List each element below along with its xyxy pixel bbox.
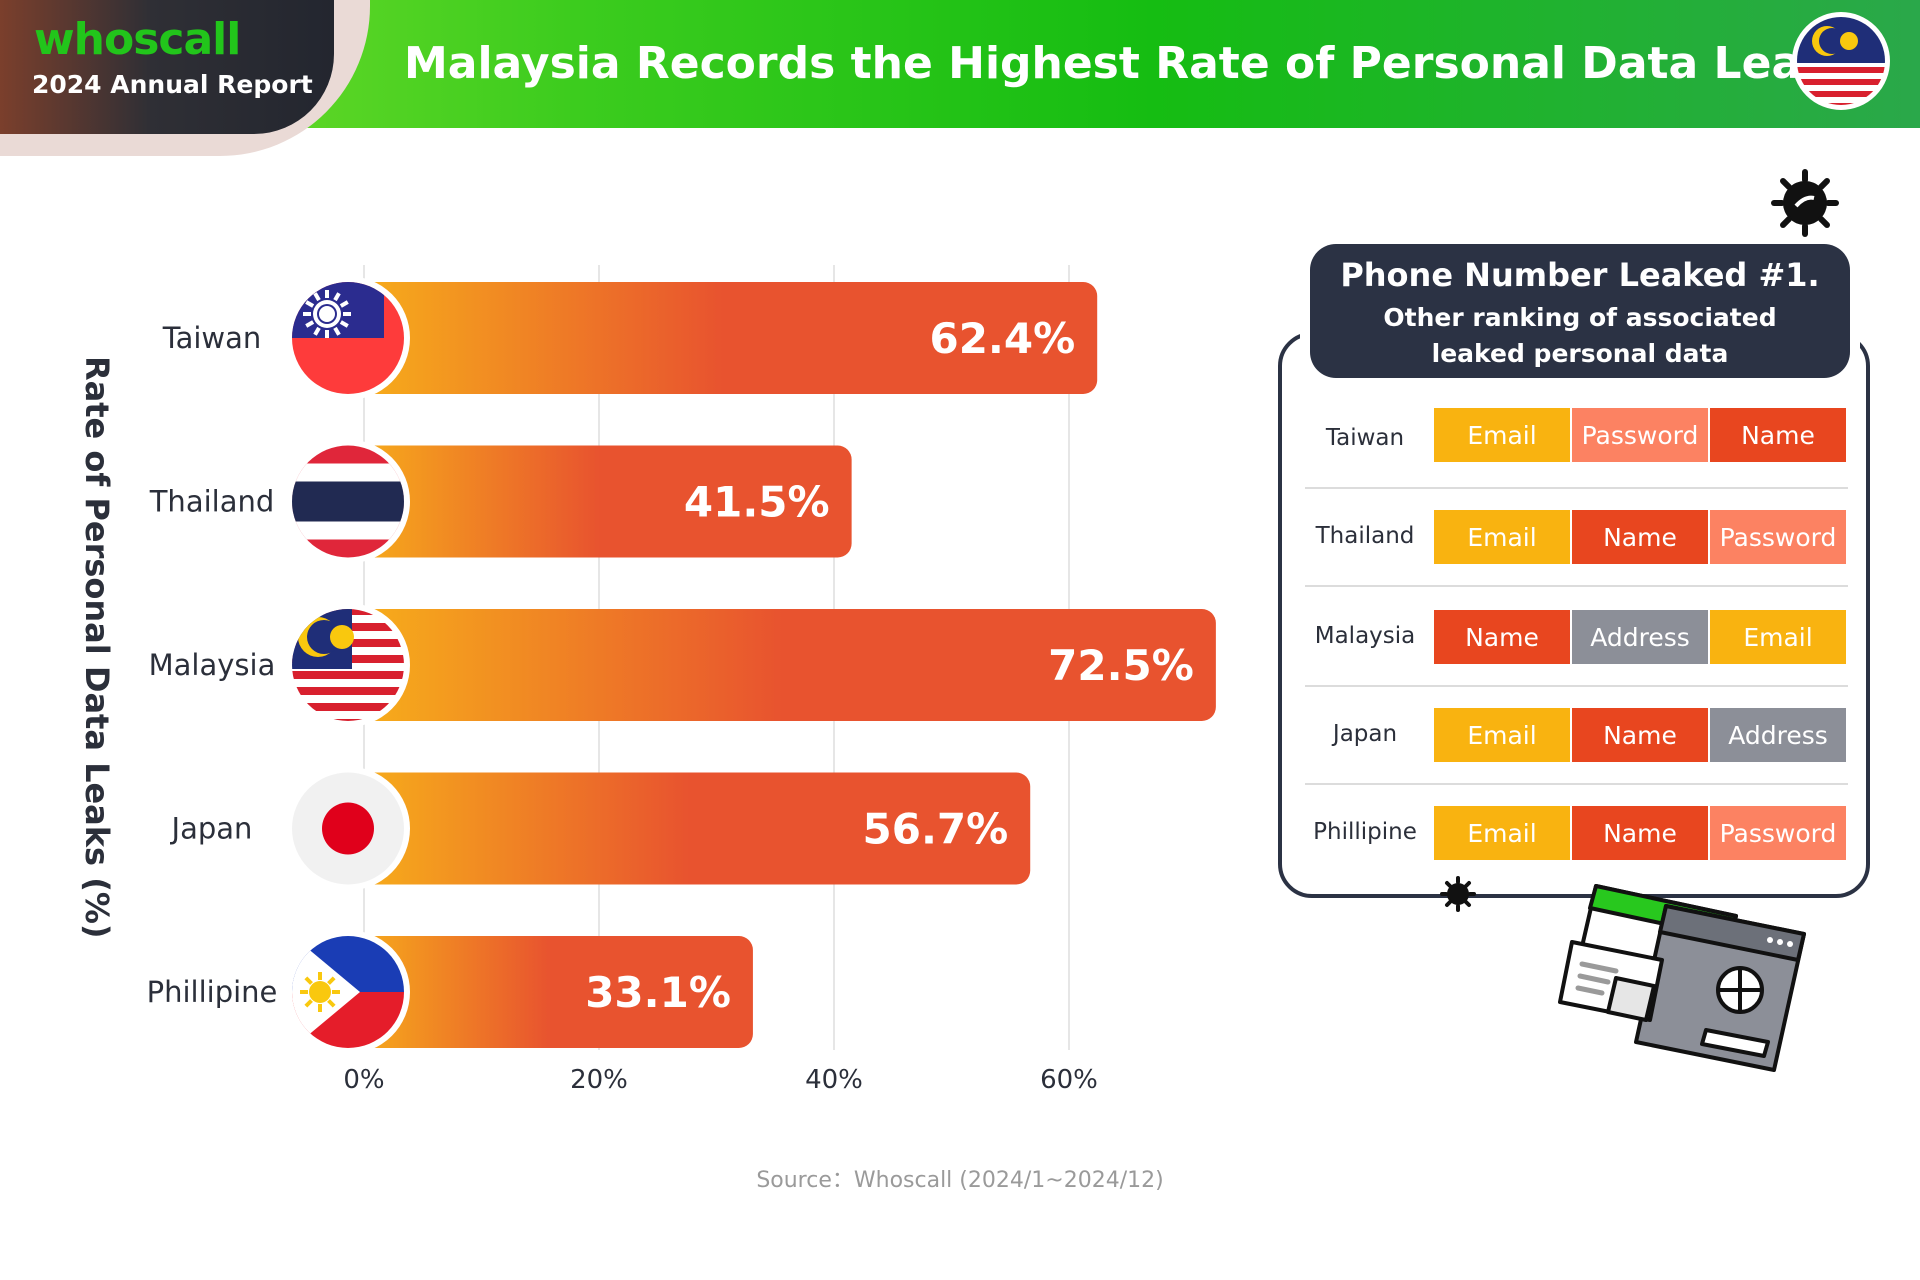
bar-value-label: 33.1% [585, 968, 731, 1017]
source-note: Source：Whoscall (2024/1~2024/12) [756, 1168, 1164, 1193]
bar-value-label: 56.7% [863, 805, 1009, 854]
data-type-chip: Email [1434, 806, 1570, 860]
ranking-country: Japan [1332, 721, 1398, 747]
category-label: Phillipine [147, 975, 278, 1009]
data-type-chip: Email [1710, 610, 1846, 664]
category-label: Japan [170, 812, 253, 846]
ranking-row: Phillipine Email Name Password [1305, 782, 1848, 882]
data-type-chip: Name [1710, 408, 1846, 462]
ranking-panel-subtitle: Other ranking of associated leaked perso… [1383, 303, 1777, 368]
x-tick-label: 0% [343, 1065, 384, 1095]
ranking-panel-title: Phone Number Leaked #1. [1340, 256, 1820, 294]
bar-value-label: 41.5% [684, 478, 830, 527]
bar [348, 445, 852, 558]
brand-subtitle: 2024 Annual Report [32, 70, 313, 99]
data-type-chip: Address [1710, 708, 1846, 762]
category-label: Taiwan [162, 321, 262, 355]
thailand-flag-icon [292, 445, 404, 558]
category-label: Malaysia [149, 648, 276, 682]
x-tick-label: 60% [1040, 1065, 1098, 1095]
category-label: Thailand [149, 485, 275, 519]
bar-value-label: 62.4% [929, 314, 1075, 363]
japan-flag-icon [292, 772, 404, 885]
data-type-chip: Name [1572, 806, 1708, 860]
data-type-chip: Email [1434, 510, 1570, 564]
taiwan-flag-icon [292, 282, 404, 394]
small-virus-icon [1440, 876, 1476, 912]
data-type-chip: Password [1572, 408, 1708, 462]
ranking-country: Taiwan [1325, 425, 1405, 451]
data-type-chip: Name [1572, 510, 1708, 564]
bar [348, 282, 1098, 394]
data-type-chip: Email [1434, 408, 1570, 462]
leaked-data-illustration [1558, 884, 1806, 1072]
page-title: Malaysia Records the Highest Rate of Per… [404, 38, 1877, 89]
ranking-row: Japan Email Name Address [1305, 684, 1848, 785]
data-type-chip: Name [1434, 610, 1570, 664]
ranking-country: Phillipine [1313, 819, 1417, 845]
data-type-chip: Email [1434, 708, 1570, 762]
malaysia-flag-icon [1792, 12, 1890, 110]
row-divider [1305, 487, 1848, 489]
data-type-chip: Name [1572, 708, 1708, 762]
data-type-chip: Password [1710, 806, 1846, 860]
ranking-panel-header: Phone Number Leaked #1. Other ranking of… [1310, 244, 1850, 378]
bar [348, 609, 1216, 721]
ranking-country: Thailand [1315, 523, 1415, 549]
data-type-chip: Address [1572, 610, 1708, 664]
brand-logo: whoscall [34, 14, 241, 65]
x-tick-label: 40% [805, 1065, 863, 1095]
ranking-row: Malaysia Name Address Email [1305, 586, 1848, 687]
y-axis-label: Rate of Personal Data Leaks (%) [78, 356, 116, 939]
virus-icon [1771, 169, 1839, 237]
bar [348, 936, 753, 1048]
row-divider [1305, 783, 1848, 785]
malaysia-flag-icon [292, 609, 404, 721]
row-divider [1305, 585, 1848, 587]
data-type-chip: Password [1710, 510, 1846, 564]
ranking-country: Malaysia [1314, 623, 1416, 649]
bar-value-label: 72.5% [1048, 641, 1194, 690]
bar [348, 772, 1031, 885]
row-divider [1305, 685, 1848, 687]
ranking-row: Thailand Email Name Password [1305, 486, 1848, 587]
brand-card: whoscall 2024 Annual Report [0, 0, 334, 134]
x-tick-label: 20% [570, 1065, 628, 1095]
bar-chart: 0%20%40%60%80%100%62.4%Taiwan41.5%Thaila… [147, 265, 1216, 1095]
ranking-row: Taiwan Email Password Name [1305, 388, 1848, 489]
